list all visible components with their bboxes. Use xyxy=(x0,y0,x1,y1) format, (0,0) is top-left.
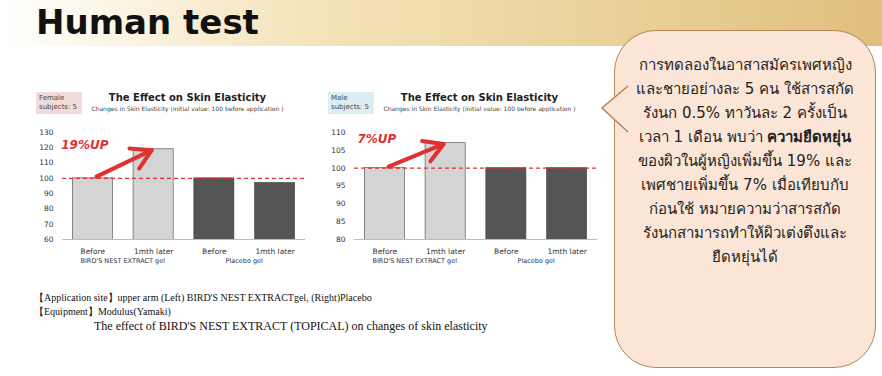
html-text:BIRD'S NEST EXTRACT gel: BIRD'S NEST EXTRACT gel xyxy=(80,257,165,265)
html-text:Placebo gel: Placebo gel xyxy=(225,257,263,265)
svg-text:110: 110 xyxy=(39,158,54,167)
svg-text:130: 130 xyxy=(39,128,54,137)
svg-text:105: 105 xyxy=(331,146,346,155)
html-text:【Application site】upper arm (L: 【Application site】upper arm (Left) BIRD'… xyxy=(34,292,372,303)
svg-text:Before: Before xyxy=(373,247,398,256)
html-text:Changes in Skin Elasticity (in: Changes in Skin Elasticity (initial valu… xyxy=(91,105,284,112)
svg-text:95: 95 xyxy=(336,181,346,190)
svg-text:85: 85 xyxy=(336,217,346,226)
svg-text:7%UP: 7%UP xyxy=(357,132,396,146)
svg-text:19%UP: 19%UP xyxy=(61,138,108,152)
html-text:The Effect on Skin Elasticity: The Effect on Skin Elasticity xyxy=(400,92,559,103)
html-text:Changes in Skin Elasticity (in: Changes in Skin Elasticity (initial valu… xyxy=(383,105,576,112)
svg-text:60: 60 xyxy=(44,235,54,244)
svg-text:80: 80 xyxy=(44,204,54,213)
html-text:The effect of BIRD'S NEST EXTR: The effect of BIRD'S NEST EXTRACT (TOPIC… xyxy=(94,319,488,333)
html-text:Human test: Human test xyxy=(36,2,259,42)
html-text:The Effect on Skin Elasticity: The Effect on Skin Elasticity xyxy=(108,92,267,103)
svg-text:Before: Before xyxy=(202,247,227,256)
svg-text:100: 100 xyxy=(331,164,346,173)
html-text:การทดลองในอาสาสมัครเพศหญิงและช: การทดลองในอาสาสมัครเพศหญิงและชายอย่างละ … xyxy=(636,56,854,146)
svg-text:1mth later: 1mth later xyxy=(426,247,466,256)
html-text:Female subjects: 5: Female subjects: 5 xyxy=(39,94,78,111)
svg-text:Before: Before xyxy=(81,247,106,256)
html-text:Male subjects: 5: Male subjects: 5 xyxy=(331,94,370,111)
svg-text:Before: Before xyxy=(494,247,519,256)
html-text:ของผิวในผู้หญิงเพิ่มขึ้น 19% แ: ของผิวในผู้หญิงเพิ่มขึ้น 19% และเพศชายเพ… xyxy=(638,152,852,266)
svg-text:120: 120 xyxy=(39,143,54,152)
svg-text:70: 70 xyxy=(44,220,54,229)
svg-text:90: 90 xyxy=(336,199,346,208)
svg-text:1mth later: 1mth later xyxy=(547,247,587,256)
svg-text:90: 90 xyxy=(44,189,54,198)
svg-text:110: 110 xyxy=(331,128,346,137)
html-text:【Equipment】Modulus(Yamaki): 【Equipment】Modulus(Yamaki) xyxy=(34,306,171,317)
html-text:BIRD'S NEST EXTRACT gel: BIRD'S NEST EXTRACT gel xyxy=(372,257,457,265)
svg-text:80: 80 xyxy=(336,235,346,244)
html-text:Placebo gel: Placebo gel xyxy=(517,257,555,265)
svg-text:1mth later: 1mth later xyxy=(134,247,174,256)
svg-text:1mth later: 1mth later xyxy=(255,247,295,256)
svg-text:100: 100 xyxy=(39,174,54,183)
